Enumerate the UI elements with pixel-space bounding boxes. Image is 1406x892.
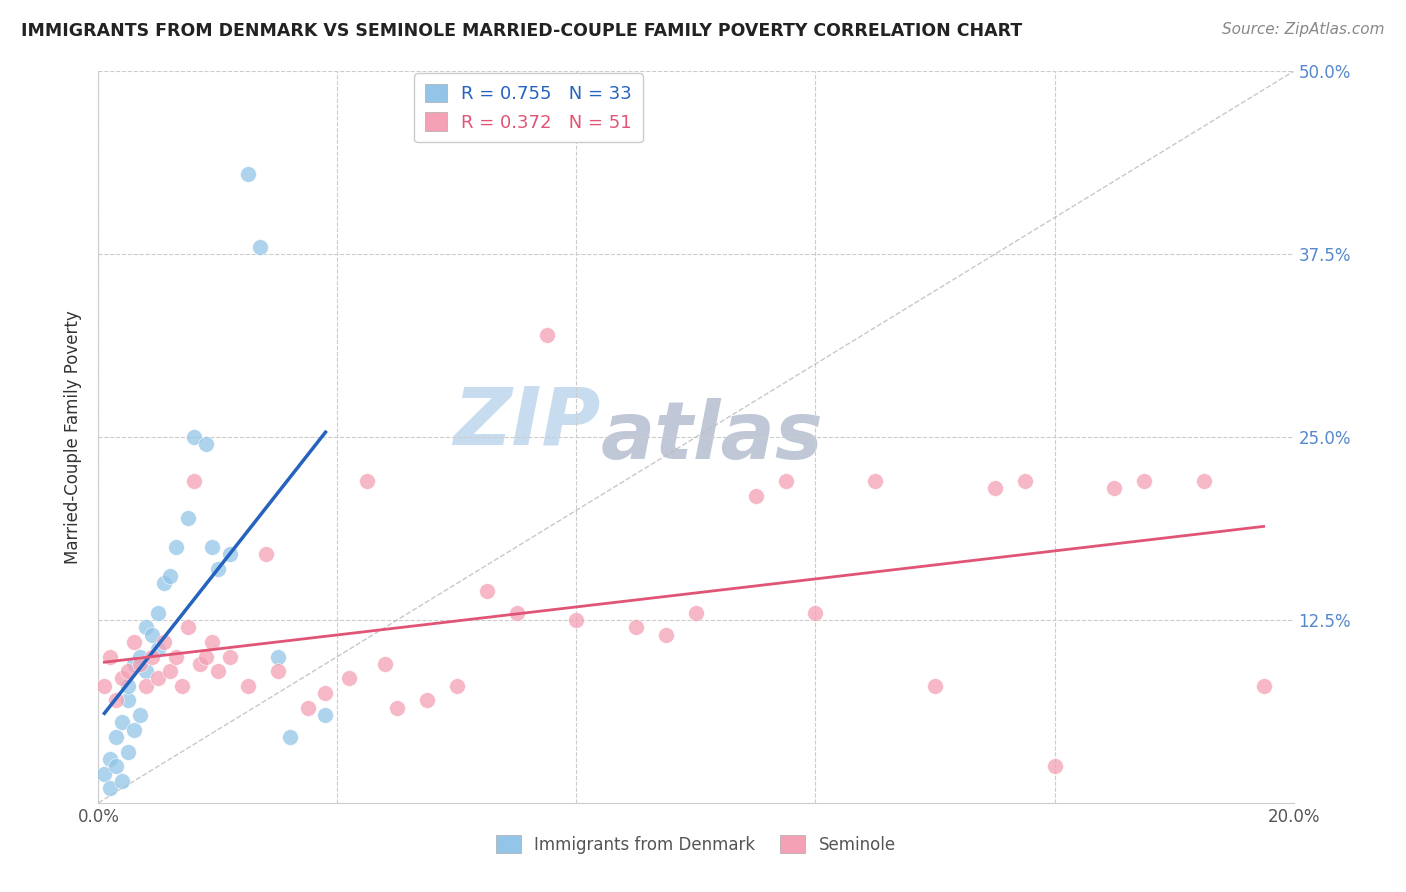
Point [1192, 474, 1215, 488]
Point [159, 664, 181, 678]
Point [117, 693, 139, 707]
Point [267, 664, 290, 678]
Point [93, 679, 115, 693]
Point [315, 708, 337, 723]
Point [865, 474, 887, 488]
Point [111, 672, 134, 686]
Point [148, 672, 170, 686]
Point [207, 562, 229, 576]
Point [177, 510, 200, 524]
Point [93, 766, 115, 780]
Point [374, 657, 396, 671]
Point [129, 657, 152, 671]
Point [249, 240, 271, 254]
Point [1104, 481, 1126, 495]
Point [177, 620, 200, 634]
Point [236, 167, 259, 181]
Point [165, 540, 187, 554]
Point [135, 679, 157, 693]
Point [201, 635, 224, 649]
Point [506, 606, 529, 620]
Point [254, 547, 277, 561]
Point [207, 664, 229, 678]
Point [201, 540, 224, 554]
Point [98, 781, 122, 796]
Legend: Immigrants from Denmark, Seminole: Immigrants from Denmark, Seminole [489, 829, 903, 860]
Point [111, 715, 134, 730]
Point [356, 474, 378, 488]
Text: IMMIGRANTS FROM DENMARK VS SEMINOLE MARRIED-COUPLE FAMILY POVERTY CORRELATION CH: IMMIGRANTS FROM DENMARK VS SEMINOLE MARR… [21, 22, 1022, 40]
Point [124, 723, 146, 737]
Point [475, 583, 498, 598]
Point [135, 664, 157, 678]
Point [236, 679, 259, 693]
Point [745, 489, 768, 503]
Point [219, 547, 242, 561]
Point [315, 686, 337, 700]
Point [446, 679, 468, 693]
Y-axis label: Married-Couple Family Poverty: Married-Couple Family Poverty [65, 310, 83, 564]
Point [1043, 759, 1066, 773]
Point [117, 664, 139, 678]
Point [98, 752, 122, 766]
Point [111, 773, 134, 788]
Point [984, 481, 1007, 495]
Point [141, 649, 163, 664]
Point [105, 730, 128, 744]
Point [117, 745, 139, 759]
Point [297, 700, 319, 714]
Point [219, 649, 242, 664]
Point [339, 672, 361, 686]
Point [655, 627, 678, 641]
Point [153, 635, 176, 649]
Point [775, 474, 797, 488]
Text: atlas: atlas [600, 398, 823, 476]
Point [195, 649, 218, 664]
Point [267, 649, 290, 664]
Point [183, 474, 205, 488]
Point [141, 627, 163, 641]
Point [172, 679, 194, 693]
Point [105, 759, 128, 773]
Point [117, 679, 139, 693]
Point [924, 679, 946, 693]
Point [416, 693, 439, 707]
Point [105, 693, 128, 707]
Point [124, 657, 146, 671]
Point [165, 649, 187, 664]
Point [536, 327, 558, 342]
Text: ZIP: ZIP [453, 384, 600, 461]
Point [124, 635, 146, 649]
Point [278, 730, 301, 744]
Point [685, 606, 707, 620]
Point [804, 606, 827, 620]
Text: Source: ZipAtlas.com: Source: ZipAtlas.com [1222, 22, 1385, 37]
Point [626, 620, 648, 634]
Point [1133, 474, 1156, 488]
Point [148, 642, 170, 657]
Point [135, 620, 157, 634]
Point [129, 708, 152, 723]
Point [159, 569, 181, 583]
Point [98, 649, 122, 664]
Point [1253, 679, 1275, 693]
Point [565, 613, 588, 627]
Point [183, 430, 205, 444]
Point [129, 649, 152, 664]
Point [153, 576, 176, 591]
Point [188, 657, 211, 671]
Point [385, 700, 409, 714]
Point [195, 437, 218, 451]
Point [1014, 474, 1036, 488]
Point [148, 606, 170, 620]
